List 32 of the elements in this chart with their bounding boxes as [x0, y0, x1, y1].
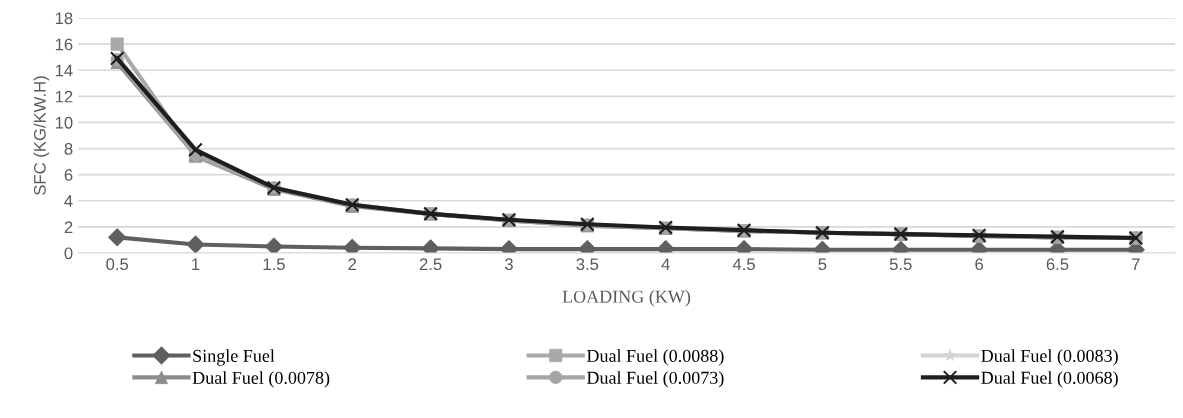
legend-label: Dual Fuel (0.0078)	[192, 371, 330, 388]
y-tick-label: 12	[55, 90, 73, 103]
x-axis-title: LOADING (KW)	[562, 290, 691, 307]
x-tick-label: 5.5	[889, 258, 912, 271]
y-tick-label: 10	[55, 116, 73, 129]
y-tick-label: 18	[55, 12, 73, 25]
legend-label: Dual Fuel (0.0068)	[981, 371, 1118, 388]
y-tick-label: 6	[64, 169, 73, 181]
x-tick-label: 1.5	[263, 258, 285, 271]
legend-label: Dual Fuel (0.0083)	[981, 349, 1118, 366]
x-tick-label: 0.5	[106, 258, 129, 271]
x-tick-label: 2	[348, 258, 357, 270]
legend-label: Dual Fuel (0.0088)	[586, 349, 724, 366]
x-tick-label: 4.5	[732, 258, 755, 271]
y-tick-label: 2	[64, 221, 73, 233]
x-tick-label: 3	[504, 258, 513, 271]
x-tick-label: 6.5	[1046, 258, 1069, 271]
y-tick-label: 16	[55, 38, 73, 51]
x-tick-label: 3.5	[576, 258, 599, 271]
x-tick-label: 1	[192, 258, 200, 270]
y-tick-label: 8	[64, 142, 73, 155]
x-tick-label: 7	[1132, 258, 1140, 270]
legend-label: Single Fuel	[193, 349, 275, 366]
x-tick-label: 5	[818, 258, 827, 271]
y-tick-label: 14	[55, 64, 73, 77]
y-axis-title: SFC (KG/KW.H)	[33, 76, 50, 195]
x-tick-label: 6	[975, 258, 984, 271]
y-tick-label: 0	[64, 247, 73, 260]
x-tick-label: 4	[661, 258, 670, 270]
y-tick-label: 4	[64, 195, 73, 207]
legend-label: Dual Fuel (0.0073)	[586, 371, 724, 388]
x-tick-label: 2.5	[419, 258, 442, 271]
